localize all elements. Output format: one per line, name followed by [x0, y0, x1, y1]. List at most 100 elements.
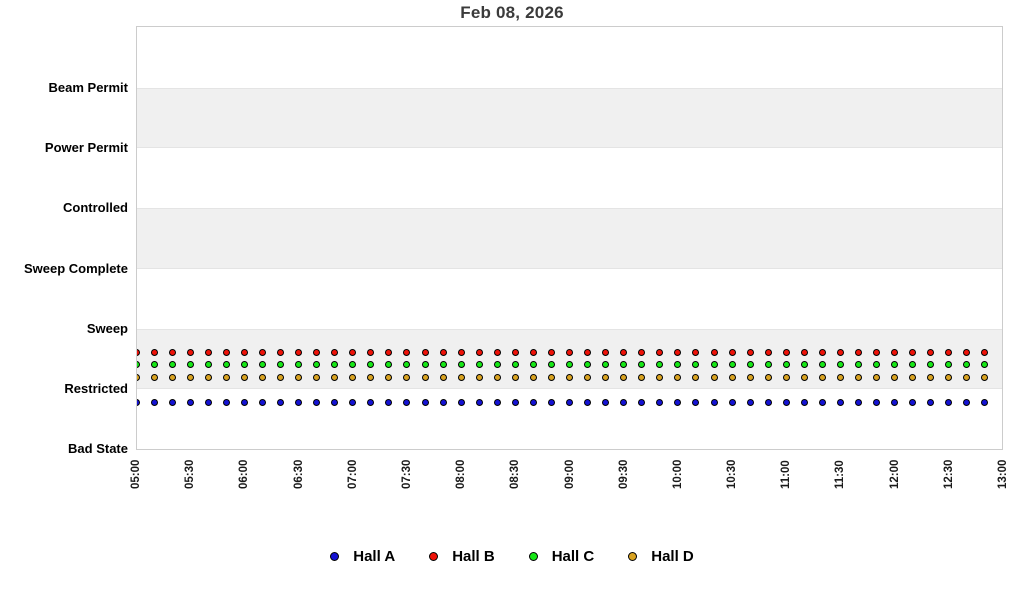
x-axis-label: 10:30 — [726, 459, 739, 489]
data-point — [764, 348, 772, 356]
legend-label: Hall A — [353, 547, 396, 565]
data-point — [836, 348, 844, 356]
data-point — [403, 361, 411, 368]
data-point — [674, 348, 682, 356]
data-point — [475, 398, 483, 406]
y-axis-label: Sweep — [86, 320, 128, 336]
data-point — [349, 373, 357, 381]
data-point — [258, 398, 266, 406]
data-point — [981, 398, 989, 406]
y-axis-label: Controlled — [63, 200, 128, 216]
data-point — [873, 373, 881, 381]
data-point — [981, 373, 989, 381]
data-point — [204, 398, 212, 406]
data-point — [186, 398, 194, 406]
data-point — [421, 398, 429, 406]
data-point — [295, 361, 303, 368]
legend-item: Hall B — [429, 548, 495, 565]
data-point — [277, 361, 284, 368]
data-point — [927, 361, 935, 368]
data-point — [295, 373, 303, 381]
data-point — [656, 398, 664, 406]
data-point — [620, 361, 628, 368]
data-point — [710, 361, 718, 368]
data-point — [620, 398, 628, 406]
data-point — [692, 348, 700, 356]
data-point — [493, 373, 501, 381]
data-point — [782, 348, 790, 356]
y-axis-label: Restricted — [64, 381, 128, 396]
data-point — [547, 373, 555, 381]
data-point — [945, 361, 953, 368]
data-point — [403, 398, 411, 406]
data-point — [439, 348, 447, 356]
data-point — [584, 373, 592, 381]
legend: Hall A Hall B Hall C Hall D — [0, 544, 1024, 568]
data-point — [818, 398, 826, 406]
data-point — [137, 373, 140, 381]
data-point — [855, 361, 862, 368]
data-point — [746, 348, 754, 356]
data-point — [168, 373, 176, 381]
data-point — [891, 361, 899, 368]
data-point — [674, 398, 682, 406]
data-point — [764, 361, 772, 368]
data-point — [746, 361, 754, 368]
plot-area — [136, 26, 1003, 450]
data-point — [963, 361, 971, 368]
data-point — [240, 348, 248, 356]
data-point — [511, 361, 519, 368]
data-point — [764, 398, 772, 406]
data-point — [891, 398, 899, 406]
data-point — [674, 373, 682, 381]
data-point — [927, 398, 935, 406]
legend-label: Hall B — [452, 547, 495, 565]
data-point — [349, 398, 357, 406]
data-point — [258, 373, 266, 381]
data-point — [782, 398, 790, 406]
data-point — [277, 373, 284, 381]
data-point — [331, 348, 339, 356]
data-point — [855, 398, 862, 406]
legend-item: Hall D — [628, 548, 694, 565]
y-axis-label: Bad State — [68, 441, 128, 457]
data-point — [349, 361, 357, 368]
data-point — [403, 348, 411, 356]
data-point — [277, 398, 284, 406]
x-axis-label: 12:30 — [942, 459, 955, 489]
data-point — [674, 361, 682, 368]
data-point — [927, 348, 935, 356]
data-point — [150, 373, 158, 381]
data-point — [927, 373, 935, 381]
x-axis-label: 06:30 — [292, 459, 305, 489]
data-point — [692, 361, 700, 368]
data-point — [909, 361, 917, 368]
data-point — [909, 348, 917, 356]
data-point — [855, 348, 862, 356]
data-point — [728, 398, 736, 406]
data-point — [584, 348, 592, 356]
data-point — [728, 348, 736, 356]
data-point — [439, 398, 447, 406]
data-point — [800, 373, 808, 381]
data-point — [258, 348, 266, 356]
data-point — [331, 361, 339, 368]
data-point — [836, 373, 844, 381]
data-point — [566, 361, 573, 368]
data-point — [457, 373, 465, 381]
data-point — [457, 361, 465, 368]
data-point — [963, 348, 971, 356]
legend-item: Hall C — [528, 548, 594, 565]
data-point — [638, 398, 646, 406]
data-point — [764, 373, 772, 381]
data-point — [800, 361, 808, 368]
data-point — [873, 348, 881, 356]
data-point — [385, 348, 393, 356]
data-point — [891, 373, 899, 381]
data-point — [222, 348, 230, 356]
data-point — [547, 348, 555, 356]
data-point — [692, 398, 700, 406]
data-point — [493, 361, 501, 368]
data-point — [150, 361, 158, 368]
x-axis-label: 07:30 — [400, 459, 413, 489]
